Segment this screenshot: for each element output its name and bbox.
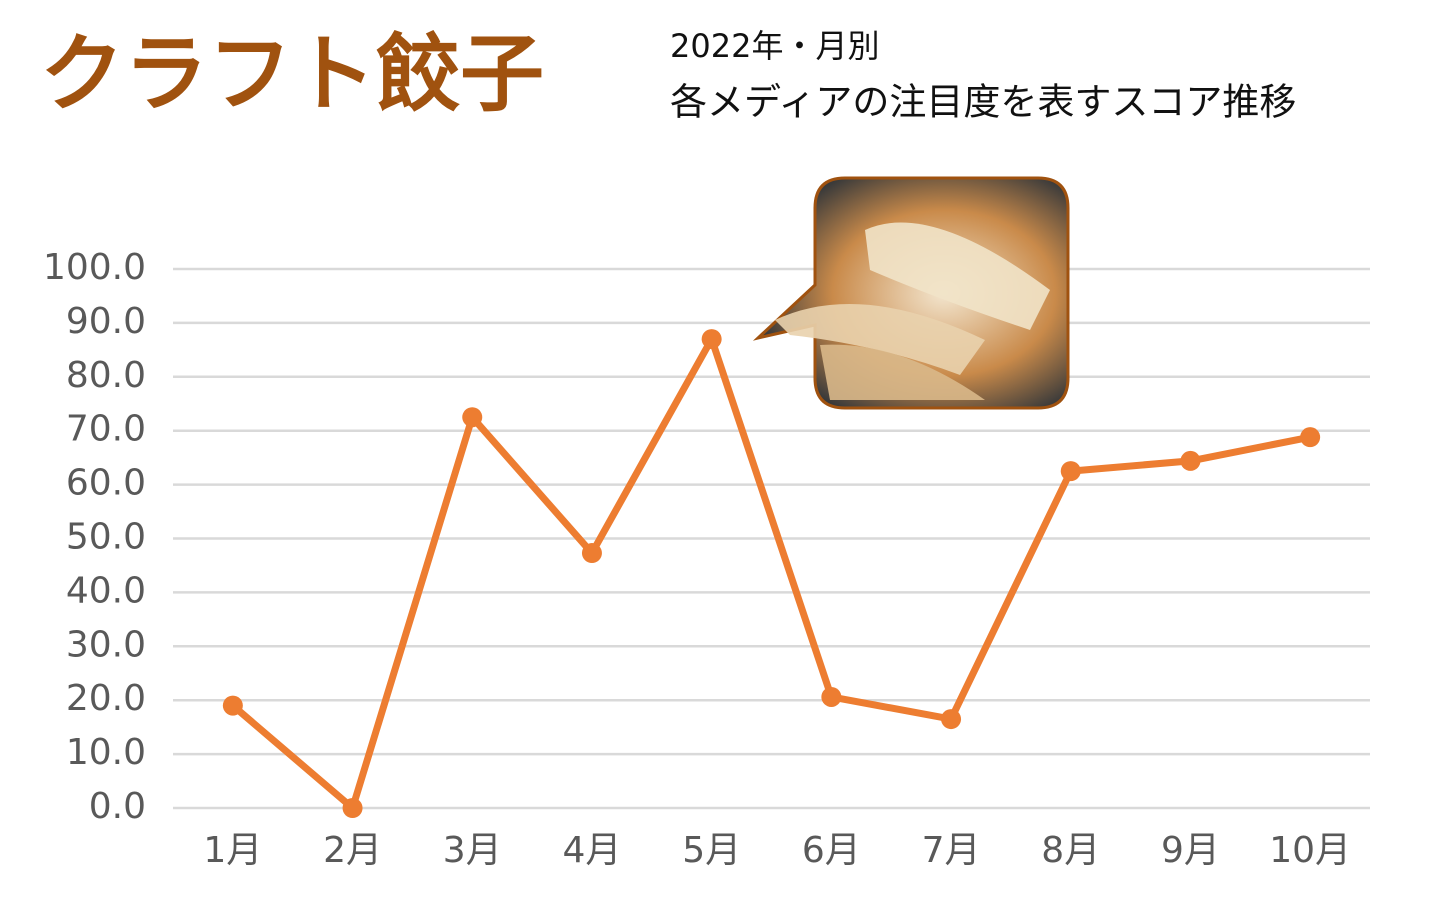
data-point: [1180, 450, 1201, 471]
x-tick-label: 6月: [802, 830, 861, 871]
y-tick-label: 80.0: [66, 355, 146, 396]
x-tick-label: 5月: [682, 830, 741, 871]
x-tick-label: 3月: [443, 830, 502, 871]
data-point: [1060, 461, 1081, 482]
x-tick-label: 2月: [323, 830, 382, 871]
y-tick-label: 0.0: [89, 786, 146, 827]
x-tick-label: 8月: [1041, 830, 1100, 871]
data-point: [821, 686, 842, 707]
y-tick-label: 90.0: [66, 301, 146, 342]
x-tick-label: 10月: [1269, 830, 1351, 871]
y-tick-label: 20.0: [66, 678, 146, 719]
x-tick-label: 4月: [562, 830, 621, 871]
y-tick-label: 30.0: [66, 624, 146, 665]
photo-bubble: [752, 176, 1070, 410]
data-point: [462, 407, 483, 428]
data-point: [581, 543, 602, 564]
y-tick-label: 60.0: [66, 463, 146, 504]
y-tick-label: 70.0: [66, 409, 146, 450]
data-point: [1300, 427, 1321, 448]
data-line: [230, 335, 1311, 812]
chart-title: クラフト餃子: [40, 25, 544, 123]
data-point: [701, 329, 722, 350]
data-point: [941, 709, 962, 730]
plot-area: 0.0 10.0 20.0 30.0 40.0 50.0 60.0 70.0 80.0 90.0 1…: [43, 247, 1370, 871]
data-point: [342, 798, 363, 818]
x-tick-label: 9月: [1161, 830, 1220, 871]
data-point: [222, 695, 243, 716]
chart-subtitle: 各メディアの注目度を表すスコア推移: [670, 81, 1296, 124]
x-tick-label: 1月: [203, 830, 262, 871]
y-tick-label: 10.0: [66, 732, 146, 773]
y-tick-label: 50.0: [66, 517, 146, 558]
y-tick-label: 40.0: [66, 570, 146, 611]
x-tick-label: 7月: [922, 830, 981, 871]
y-tick-label: 100.0: [43, 247, 146, 288]
chart-subtitle: 2022年・月別: [670, 27, 879, 65]
